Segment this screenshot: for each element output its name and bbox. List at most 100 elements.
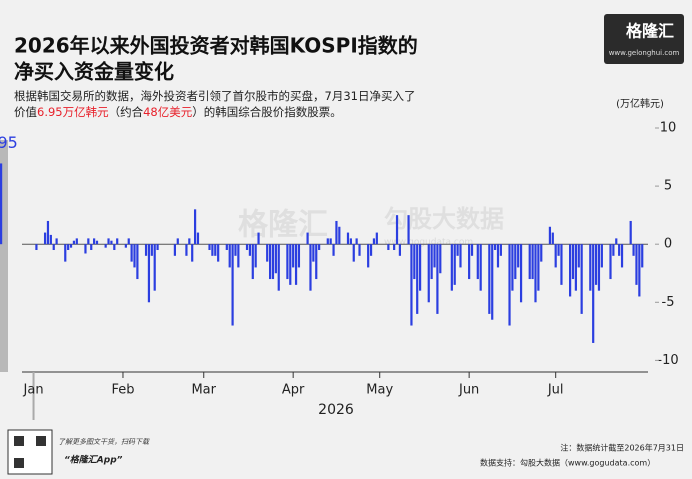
footer-left: “格隆汇App” bbox=[64, 455, 123, 466]
subtitle-segment: 6.95万亿韩元 bbox=[37, 105, 109, 119]
bar bbox=[398, 244, 402, 256]
bar bbox=[312, 244, 315, 262]
bar bbox=[577, 244, 580, 268]
bar bbox=[228, 244, 231, 268]
bar bbox=[540, 244, 543, 262]
bar bbox=[245, 244, 249, 251]
bar bbox=[528, 244, 531, 280]
bar bbox=[571, 244, 575, 280]
bar bbox=[589, 244, 592, 291]
bar bbox=[629, 220, 632, 245]
bar bbox=[332, 244, 335, 256]
bar bbox=[395, 215, 399, 245]
bar bbox=[144, 244, 148, 256]
bar bbox=[237, 244, 240, 268]
bar bbox=[214, 244, 217, 256]
bar bbox=[156, 244, 159, 251]
y-unit: (万亿韩元) bbox=[616, 97, 664, 110]
bar bbox=[130, 244, 133, 262]
bar bbox=[349, 238, 352, 245]
bar bbox=[84, 244, 87, 254]
bar bbox=[185, 244, 188, 256]
subtitle: 根据韩国交易所的数据，海外投资者引领了首尔股市的买盘，7月31日净买入了 bbox=[14, 89, 415, 103]
bar bbox=[248, 244, 251, 256]
bar bbox=[508, 244, 511, 326]
bar bbox=[393, 244, 396, 251]
x-axis-label: 2026 bbox=[318, 402, 354, 418]
subtitle: 价值6.95万亿韩元（约合48亿美元）的韩国综合股价指数股票。 bbox=[14, 105, 342, 119]
bar bbox=[618, 244, 621, 256]
bar bbox=[297, 244, 301, 268]
qr-code bbox=[14, 458, 24, 468]
bar bbox=[153, 244, 156, 291]
bar bbox=[615, 238, 618, 245]
bar bbox=[620, 244, 624, 268]
bar bbox=[67, 244, 70, 251]
chart-title: 净买入资金量变化 bbox=[14, 60, 174, 84]
bar bbox=[52, 244, 55, 251]
bar bbox=[107, 238, 110, 245]
bar bbox=[488, 244, 491, 314]
bar bbox=[419, 244, 422, 291]
bar bbox=[574, 244, 577, 291]
bar bbox=[554, 244, 557, 268]
bar bbox=[46, 220, 50, 245]
bar bbox=[511, 244, 514, 291]
subtitle-segment: （约合 bbox=[109, 105, 144, 119]
watermark: 格隆汇 bbox=[238, 208, 328, 243]
bar bbox=[372, 238, 376, 245]
bar bbox=[517, 244, 520, 268]
y-tick-label: 5 bbox=[664, 179, 672, 194]
bar bbox=[494, 244, 497, 251]
bar bbox=[537, 244, 540, 291]
bar bbox=[69, 244, 73, 248]
bar bbox=[407, 215, 410, 245]
bar bbox=[560, 244, 563, 285]
bar bbox=[277, 244, 280, 291]
bar bbox=[496, 244, 500, 268]
bar bbox=[459, 244, 462, 268]
bar bbox=[191, 244, 194, 262]
bar bbox=[551, 232, 554, 245]
bar bbox=[367, 244, 370, 268]
footer-note: 注：数据统计截至2026年7月31日 bbox=[560, 443, 684, 453]
x-tick-label: Mar bbox=[191, 383, 216, 398]
bar bbox=[329, 238, 332, 245]
qr-code bbox=[36, 436, 46, 446]
bar bbox=[251, 244, 254, 280]
footer-left: 了解更多图文干货，扫码下载 bbox=[58, 438, 150, 446]
bar bbox=[55, 238, 58, 245]
bar bbox=[479, 244, 482, 291]
bar bbox=[90, 244, 93, 251]
bar bbox=[0, 163, 3, 245]
bar bbox=[580, 244, 583, 314]
bar bbox=[358, 244, 361, 256]
bar bbox=[410, 244, 413, 326]
x-tick-label: Jul bbox=[547, 383, 564, 398]
bar bbox=[87, 238, 90, 245]
bar bbox=[93, 238, 96, 245]
footer-source: 数据支持：勾股大数据（www.gogudata.com） bbox=[480, 458, 655, 468]
bar bbox=[352, 244, 355, 262]
bar bbox=[612, 244, 615, 256]
bar bbox=[456, 244, 459, 256]
bar bbox=[557, 244, 560, 256]
y-tick-label: -5 bbox=[662, 295, 675, 310]
subtitle-segment: 价值 bbox=[14, 105, 37, 119]
bar bbox=[110, 240, 113, 245]
bar bbox=[127, 238, 130, 245]
bar bbox=[519, 244, 523, 303]
bar bbox=[600, 244, 603, 268]
bar bbox=[231, 244, 234, 326]
bar bbox=[72, 240, 76, 245]
bar bbox=[266, 244, 269, 262]
bar bbox=[514, 244, 517, 280]
x-tick-label: Jan bbox=[23, 383, 44, 398]
x-tick-label: Jun bbox=[458, 383, 479, 398]
brand-name: 格隆汇 bbox=[626, 22, 674, 41]
bar bbox=[427, 244, 430, 303]
bar bbox=[257, 232, 260, 245]
bar bbox=[468, 244, 471, 280]
y-tick-label: 10 bbox=[660, 121, 677, 136]
